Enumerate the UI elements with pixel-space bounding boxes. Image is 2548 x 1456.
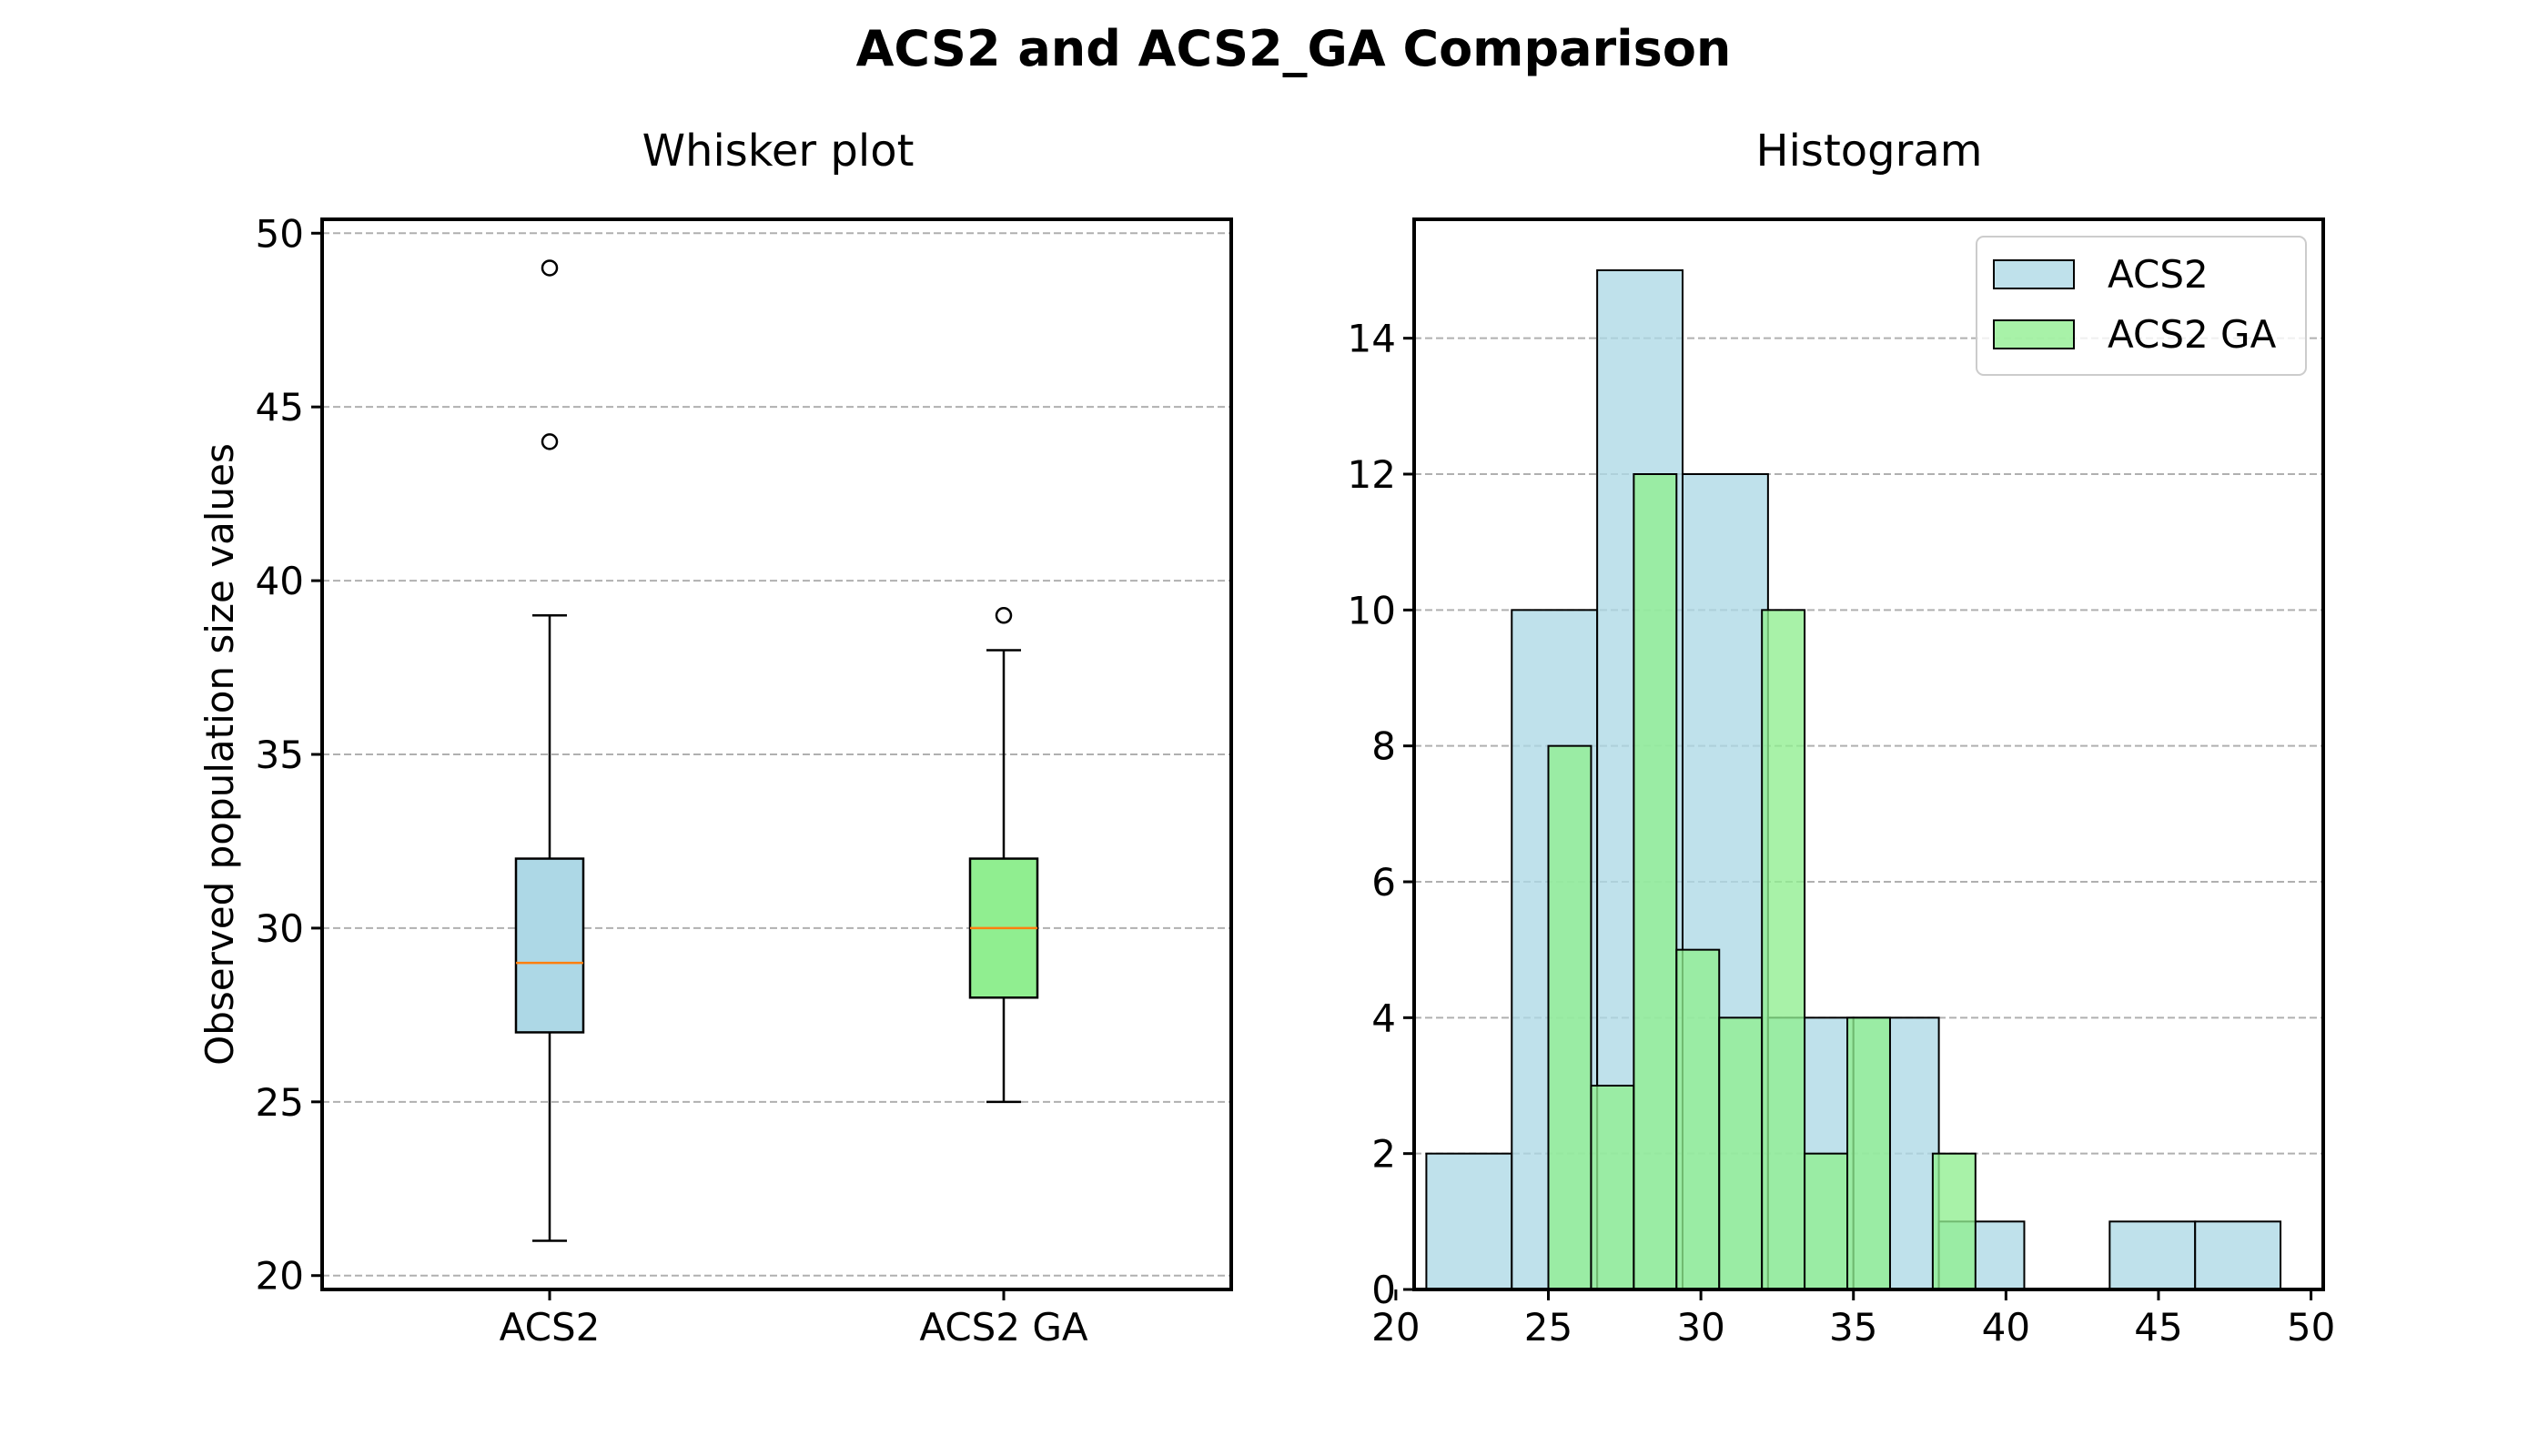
whisker-plot-marks: [514, 259, 1039, 1242]
histogram-ytick-label: 14: [1348, 317, 1396, 361]
histogram-xtick-label: 40: [1982, 1305, 2030, 1350]
whisker-plot-xtick-label: ACS2: [500, 1305, 601, 1350]
legend-swatch-acs2-ga: [1993, 319, 2075, 349]
histogram-xtick-label: 50: [2287, 1305, 2335, 1350]
histogram-bar-acs2-ga: [1590, 1085, 1635, 1290]
histogram-xtick-label: 25: [1524, 1305, 1572, 1350]
outlier-acs2-ga: [995, 607, 1013, 624]
histogram-bar-acs2-ga: [1718, 1016, 1764, 1291]
histogram-ytick-label: 0: [1371, 1268, 1396, 1312]
whisker-plot-title: Whisker plot: [642, 126, 915, 177]
histogram-bar-acs2-ga: [1633, 473, 1678, 1290]
histogram-xtick-label: 45: [2134, 1305, 2182, 1350]
whisker-plot-xtick-label: ACS2 GA: [919, 1305, 1088, 1350]
histogram-bar-acs2: [2108, 1220, 2197, 1291]
whisker-plot-ytick-label: 35: [256, 733, 304, 777]
whisker-plot-ytick-label: 45: [256, 385, 304, 430]
histogram-panel: Histogram 0 2 4 6 8 10 12 14 20 25 30 35 40 45 50 ACS…: [1348, 126, 2336, 1350]
histogram-bar-acs2-ga: [1846, 1016, 1891, 1291]
whisker-plot-ytick-label: 20: [256, 1254, 304, 1299]
whisker-plot-ytick-label: 25: [256, 1080, 304, 1125]
whisker-plot-ylabel: Observed population size values: [197, 443, 242, 1066]
histogram-y-ticks: 0 2 4 6 8 10 12 14: [1348, 317, 1414, 1312]
histogram-bar-acs2: [2194, 1220, 2282, 1291]
whisker-plot-ytick-label: 30: [256, 906, 304, 951]
histogram-ytick-label: 10: [1348, 588, 1396, 632]
figure-title: ACS2 and ACS2_GA Comparison: [855, 20, 1732, 77]
histogram-bars: [1425, 269, 2282, 1291]
histogram-bar-acs2-ga: [1675, 948, 1721, 1290]
histogram-ytick-label: 6: [1371, 860, 1396, 905]
outlier-acs2: [541, 433, 559, 450]
whisker-plot-x-ticks: ACS2 ACS2 GA: [500, 1289, 1088, 1350]
histogram-bar-acs2: [1425, 1152, 1513, 1290]
outlier-acs2: [541, 259, 559, 277]
histogram-ytick-label: 4: [1371, 996, 1396, 1040]
whisker-plot-ytick-label: 40: [256, 559, 304, 603]
legend-label-acs2-ga: ACS2 GA: [2108, 312, 2277, 357]
histogram-frame: [1412, 217, 2325, 1291]
histogram-bar-acs2-ga: [1761, 609, 1806, 1290]
histogram-legend: ACS2 ACS2 GA: [1976, 236, 2307, 376]
histogram-xtick-label: 35: [1829, 1305, 1877, 1350]
whisker-plot-y-ticks: 20 25 30 35 40 45 50: [256, 211, 322, 1299]
box-acs2: [514, 857, 585, 1034]
histogram-bar-acs2-ga: [1931, 1152, 1977, 1290]
histogram-ytick-label: 12: [1348, 452, 1396, 497]
histogram-x-ticks: 20 25 30 35 40 45 50: [1371, 1289, 2335, 1350]
histogram-bar-acs2-ga: [1547, 744, 1592, 1290]
histogram-xtick-label: 20: [1371, 1305, 1420, 1350]
legend-label-acs2: ACS2: [2108, 252, 2209, 297]
histogram-ytick-label: 8: [1371, 724, 1396, 769]
histogram-bar-acs2-ga: [1804, 1152, 1849, 1290]
histogram-ytick-label: 2: [1371, 1132, 1396, 1177]
histogram-xtick-label: 30: [1676, 1305, 1724, 1350]
whisker-plot-grid: [322, 232, 1231, 1277]
legend-swatch-acs2: [1993, 259, 2075, 289]
histogram-title: Histogram: [1756, 126, 1983, 177]
whisker-plot-ytick-label: 50: [256, 211, 304, 256]
